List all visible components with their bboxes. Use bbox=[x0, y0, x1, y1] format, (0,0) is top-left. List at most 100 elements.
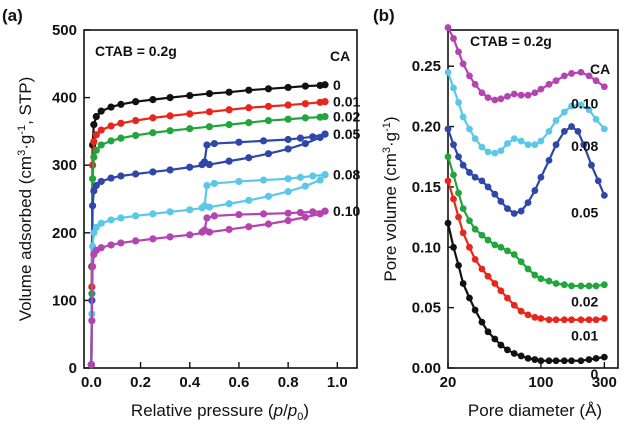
data-point bbox=[210, 139, 218, 148]
data-point bbox=[592, 354, 600, 362]
data-point bbox=[466, 169, 473, 176]
data-point bbox=[466, 243, 473, 251]
data-point bbox=[574, 127, 582, 135]
data-point bbox=[450, 195, 457, 203]
data-point bbox=[284, 209, 292, 217]
panel-b-x-tick-label: 100 bbox=[528, 374, 553, 391]
panel-a-x-tick-label: 0.4 bbox=[179, 374, 201, 391]
data-point bbox=[537, 137, 545, 145]
data-point bbox=[107, 137, 115, 145]
desorption-line bbox=[201, 133, 326, 166]
data-point bbox=[97, 107, 105, 115]
data-point bbox=[497, 147, 505, 155]
data-point bbox=[552, 357, 560, 365]
data-point bbox=[205, 108, 214, 116]
data-point bbox=[510, 301, 518, 309]
data-point bbox=[568, 70, 575, 77]
data-point bbox=[471, 80, 479, 88]
data-point bbox=[89, 175, 97, 183]
data-point bbox=[225, 106, 233, 114]
data-point bbox=[245, 223, 253, 231]
data-point bbox=[107, 241, 115, 249]
data-point bbox=[117, 119, 125, 127]
panel-a-series-0.01: 0.01 bbox=[87, 94, 360, 369]
data-point bbox=[471, 135, 479, 143]
data-point bbox=[450, 243, 457, 251]
panel-a-x-tick-label: 0.6 bbox=[229, 374, 250, 391]
adsorption-line bbox=[90, 115, 326, 365]
panel-a-series-label: 0.02 bbox=[333, 109, 360, 125]
panel-a-series-0.05: 0.05 bbox=[87, 126, 360, 369]
data-point bbox=[510, 251, 518, 258]
panel-b-series-label: 0.08 bbox=[571, 138, 598, 154]
data-point bbox=[186, 231, 194, 239]
data-point bbox=[198, 160, 206, 169]
panel-a-y-tick-label: 400 bbox=[52, 90, 77, 107]
data-point bbox=[471, 173, 479, 181]
panel-b-series-label: 0.01 bbox=[571, 328, 598, 344]
data-point bbox=[97, 126, 105, 134]
data-point bbox=[316, 176, 324, 184]
data-point bbox=[478, 265, 486, 273]
data-point bbox=[284, 83, 292, 92]
data-point bbox=[517, 352, 525, 360]
panel-b-series-0.01: 0.01 bbox=[444, 177, 608, 344]
data-point bbox=[245, 196, 253, 204]
data-point bbox=[455, 261, 462, 269]
data-point bbox=[560, 281, 568, 289]
data-point bbox=[504, 140, 511, 147]
data-point bbox=[524, 354, 532, 362]
data-point bbox=[552, 316, 560, 324]
data-point bbox=[203, 214, 211, 222]
panel-b-x-tick-label: 20 bbox=[440, 374, 457, 391]
data-point bbox=[491, 241, 499, 249]
data-point bbox=[510, 350, 518, 357]
data-point bbox=[117, 134, 125, 142]
panel-b-series-0.10: 0.10 bbox=[444, 24, 608, 112]
data-point bbox=[92, 131, 100, 139]
panel-b-note: CTAB = 0.2g bbox=[470, 33, 552, 49]
data-point bbox=[301, 82, 309, 90]
data-point bbox=[203, 181, 211, 190]
panel-a-series-label: 0 bbox=[333, 77, 341, 93]
data-point bbox=[117, 172, 125, 180]
data-point bbox=[92, 146, 100, 154]
panel-b-series-label: 0.10 bbox=[571, 96, 598, 112]
data-point bbox=[264, 116, 273, 125]
data-point bbox=[545, 357, 553, 365]
data-point bbox=[478, 177, 486, 185]
data-point bbox=[455, 99, 462, 106]
data-point bbox=[444, 68, 452, 76]
panel-b-series-0.05: 0.05 bbox=[444, 123, 608, 220]
data-point bbox=[568, 316, 575, 324]
data-point bbox=[205, 123, 214, 131]
data-point bbox=[132, 131, 140, 140]
data-point bbox=[205, 89, 214, 98]
panel-b-y-tick-label: 0.25 bbox=[412, 58, 441, 75]
data-point bbox=[166, 112, 174, 120]
panel-a-series-label: 0.08 bbox=[333, 167, 360, 183]
data-point bbox=[97, 219, 105, 227]
data-point bbox=[592, 282, 600, 290]
data-point bbox=[478, 231, 486, 239]
data-point bbox=[264, 102, 273, 110]
data-point bbox=[321, 112, 329, 121]
data-point bbox=[585, 316, 593, 324]
data-point bbox=[450, 84, 457, 92]
data-point bbox=[309, 172, 317, 180]
data-point bbox=[545, 316, 553, 324]
data-point bbox=[560, 127, 568, 135]
data-point bbox=[203, 141, 211, 149]
data-point bbox=[459, 161, 467, 169]
data-point bbox=[132, 212, 140, 220]
panel-a-legend-title: CA bbox=[330, 48, 350, 64]
data-point bbox=[466, 72, 473, 80]
data-point bbox=[235, 210, 243, 219]
data-point bbox=[149, 168, 157, 176]
data-point bbox=[89, 202, 97, 210]
panel-b-y-tick-label: 0.15 bbox=[412, 179, 441, 196]
panel-a-series-0.10: 0.10 bbox=[87, 203, 360, 369]
data-point bbox=[90, 153, 98, 161]
data-point bbox=[132, 116, 140, 125]
data-point bbox=[166, 166, 174, 174]
